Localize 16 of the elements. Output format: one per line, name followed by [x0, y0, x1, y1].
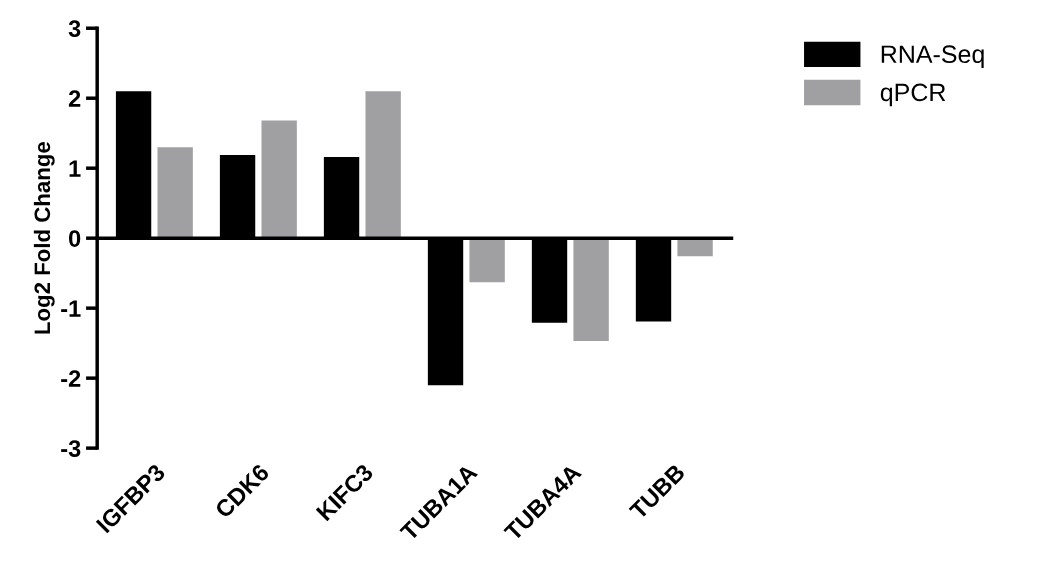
y-tick-label: 0: [69, 230, 81, 247]
y-tick-label: 2: [68, 90, 81, 107]
bar: [261, 120, 297, 239]
legend-label: qPCR: [880, 83, 946, 107]
y-tick-label: -2: [61, 370, 81, 387]
legend-label: RNA-Seq: [881, 45, 984, 69]
bar: [157, 147, 193, 239]
y-tick-label: -1: [61, 300, 81, 317]
y-tick-label: -3: [61, 440, 81, 457]
y-axis-title: Log2 Fold Change: [33, 142, 55, 334]
bar: [469, 238, 505, 283]
y-tick-label: 1: [69, 160, 81, 177]
y-tick-label: 3: [68, 20, 81, 38]
bar: [573, 238, 609, 342]
bar: [677, 238, 713, 257]
bar: [365, 91, 401, 239]
